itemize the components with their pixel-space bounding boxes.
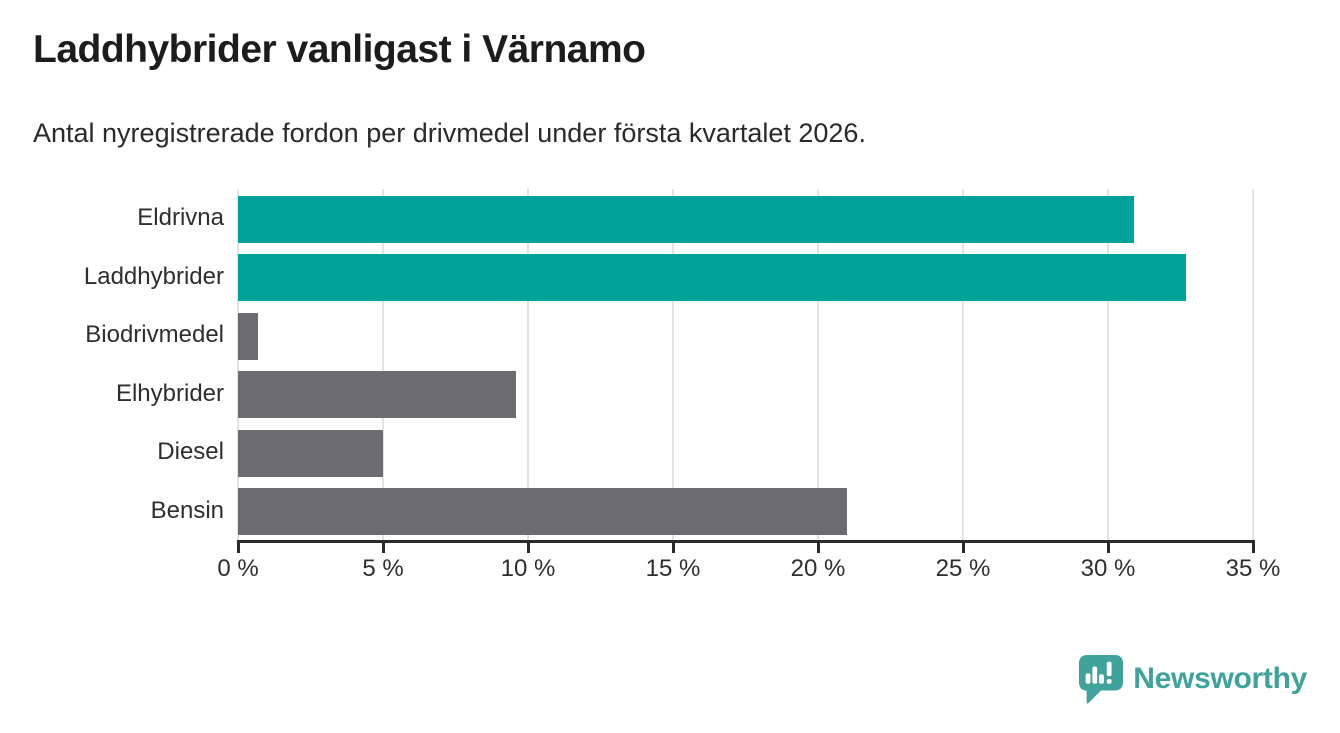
gridline-25 bbox=[962, 189, 964, 540]
gridline-15 bbox=[672, 189, 674, 540]
x-axis-line bbox=[238, 540, 1254, 543]
tick-label-5: 5 % bbox=[362, 555, 404, 582]
bar-biodrivmedel bbox=[238, 312, 259, 360]
tick-mark-10 bbox=[527, 540, 530, 553]
chart-title: Laddhybrider vanligast i Värnamo bbox=[33, 28, 646, 71]
bar-eldrivna bbox=[238, 195, 1135, 243]
gridline-10 bbox=[527, 189, 529, 540]
bar-bensin bbox=[238, 488, 847, 536]
tick-mark-5 bbox=[382, 540, 385, 553]
tick-mark-35 bbox=[1252, 540, 1255, 553]
tick-mark-0 bbox=[237, 540, 240, 553]
tick-label-0: 0 % bbox=[217, 555, 259, 582]
tick-mark-30 bbox=[1107, 540, 1110, 553]
gridline-20 bbox=[817, 189, 819, 540]
tick-mark-15 bbox=[672, 540, 675, 553]
bar-elhybrider bbox=[238, 371, 517, 419]
category-label-biodrivmedel: Biodrivmedel bbox=[85, 321, 224, 349]
bar-laddhybrider bbox=[238, 254, 1187, 302]
logo-wordmark: Newsworthy bbox=[1133, 662, 1307, 695]
tick-mark-20 bbox=[817, 540, 820, 553]
gridline-0 bbox=[237, 189, 239, 540]
tick-label-30: 30 % bbox=[1080, 555, 1136, 582]
gridline-5 bbox=[382, 189, 384, 540]
tick-mark-25 bbox=[962, 540, 965, 553]
tick-label-35: 35 % bbox=[1225, 555, 1281, 582]
category-label-eldrivna: Eldrivna bbox=[137, 204, 224, 232]
category-label-elhybrider: Elhybrider bbox=[115, 379, 224, 407]
chart-subtitle: Antal nyregistrerade fordon per drivmede… bbox=[33, 118, 866, 148]
category-label-laddhybrider: Laddhybrider bbox=[83, 262, 224, 290]
tick-label-25: 25 % bbox=[935, 555, 991, 582]
tick-label-15: 15 % bbox=[645, 555, 701, 582]
category-label-bensin: Bensin bbox=[150, 496, 224, 524]
newsworthy-logo: Newsworthy bbox=[1078, 654, 1307, 704]
bar-chart: Eldrivna Laddhybrider Biodrivmedel Elhybrid… bbox=[83, 189, 1281, 582]
bar-diesel bbox=[238, 429, 383, 477]
gridline-30 bbox=[1107, 189, 1109, 540]
category-label-diesel: Diesel bbox=[157, 438, 224, 466]
plot-area bbox=[237, 189, 1254, 540]
tick-label-20: 20 % bbox=[790, 555, 846, 582]
gridline-35 bbox=[1252, 189, 1254, 540]
speech-bubble-bar-chart-icon bbox=[1079, 655, 1124, 704]
tick-label-10: 10 % bbox=[500, 555, 556, 582]
